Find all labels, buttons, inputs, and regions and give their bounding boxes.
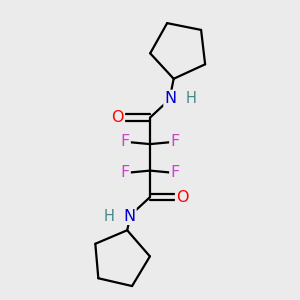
Text: F: F [120, 166, 130, 181]
Text: O: O [176, 190, 189, 205]
Text: N: N [164, 91, 177, 106]
Text: O: O [111, 110, 124, 125]
Text: F: F [170, 166, 180, 181]
Text: F: F [120, 134, 130, 149]
Text: H: H [103, 209, 114, 224]
Text: F: F [170, 134, 180, 149]
Text: N: N [123, 209, 136, 224]
Text: H: H [186, 91, 197, 106]
